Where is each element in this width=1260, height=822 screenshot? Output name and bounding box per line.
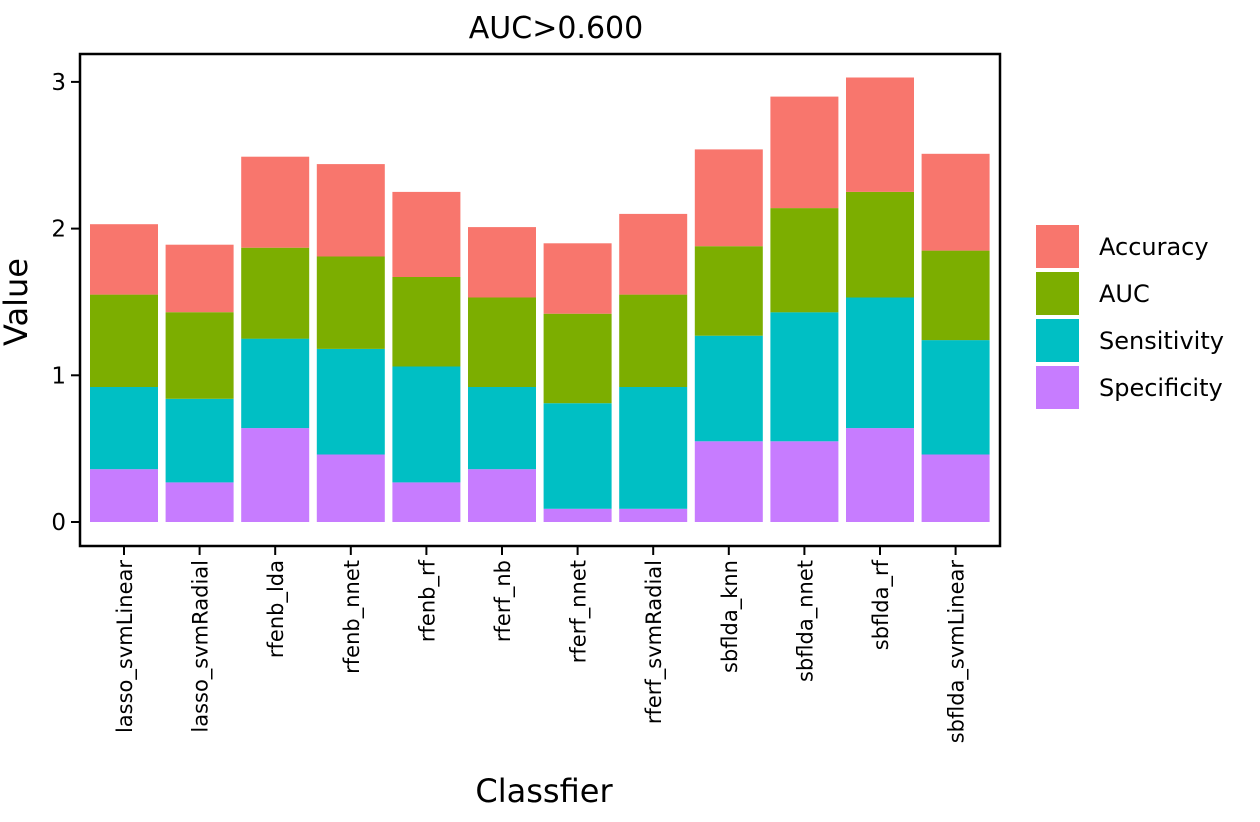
x-axis: lasso_svmLinear lasso_svmRadial rfenb_lda r… xyxy=(113,546,970,743)
bar-specificity-sbflda_knn xyxy=(694,441,763,522)
bar-auc-sbflda_svmLinear xyxy=(921,250,990,341)
bar-specificity-rfenb_lda xyxy=(241,428,310,522)
bar-auc-rferf_nnet xyxy=(543,313,612,404)
bar-accuracy-sbflda_rf xyxy=(846,77,914,192)
y-tick-label: 1 xyxy=(51,363,66,389)
bar-sensitivity-sbflda_knn xyxy=(694,335,763,442)
bar-specificity-sbflda_nnet xyxy=(770,441,839,522)
bar-specificity-lasso_svmLinear xyxy=(90,469,158,522)
bar-accuracy-rfenb_rf xyxy=(392,191,461,277)
bar-accuracy-sbflda_knn xyxy=(694,149,763,247)
legend-swatch-sensitivity xyxy=(1036,319,1079,362)
bars-layer xyxy=(90,77,990,522)
x-tick-label-rferf_svmRadial: rferf_svmRadial xyxy=(642,560,667,724)
bar-auc-rferf_svmRadial xyxy=(619,294,688,387)
legend-label-sensitivity: Sensitivity xyxy=(1099,327,1224,355)
legend-swatch-auc xyxy=(1036,272,1079,315)
y-axis-title: Value xyxy=(0,258,35,346)
bar-specificity-lasso_svmRadial xyxy=(165,482,234,522)
x-tick-label-sbflda_nnet: sbflda_nnet xyxy=(793,560,818,682)
bar-sensitivity-sbflda_rf xyxy=(846,297,914,429)
bar-accuracy-rferf_nb xyxy=(468,227,536,298)
bar-sensitivity-rferf_svmRadial xyxy=(619,387,688,509)
chart-title: AUC>0.600 xyxy=(469,11,643,46)
bar-sensitivity-sbflda_svmLinear xyxy=(921,340,990,455)
bar-sensitivity-rferf_nb xyxy=(468,387,536,470)
bar-auc-sbflda_knn xyxy=(694,246,763,336)
bar-accuracy-rfenb_nnet xyxy=(316,164,385,257)
bar-auc-sbflda_nnet xyxy=(770,208,839,313)
bar-sensitivity-lasso_svmLinear xyxy=(90,387,158,470)
legend-swatch-accuracy xyxy=(1036,225,1079,268)
bar-specificity-sbflda_rf xyxy=(846,428,914,522)
bar-specificity-rfenb_nnet xyxy=(316,454,385,522)
bar-sensitivity-lasso_svmRadial xyxy=(165,398,234,483)
legend-label-accuracy: Accuracy xyxy=(1099,233,1209,261)
bar-auc-lasso_svmRadial xyxy=(165,312,234,399)
bar-sensitivity-sbflda_nnet xyxy=(770,312,839,442)
x-tick-label-rferf_nnet: rferf_nnet xyxy=(567,560,592,663)
bar-accuracy-sbflda_nnet xyxy=(770,96,839,209)
x-tick-label-sbflda_rf: sbflda_rf xyxy=(869,559,894,650)
bar-auc-rfenb_nnet xyxy=(316,256,385,349)
bar-auc-sbflda_rf xyxy=(846,191,914,298)
x-tick-label-rfenb_rf: rfenb_rf xyxy=(415,559,440,642)
x-tick-label-rfenb_lda: rfenb_lda xyxy=(264,560,289,658)
bar-sensitivity-rferf_nnet xyxy=(543,403,612,509)
bar-accuracy-sbflda_svmLinear xyxy=(921,153,990,251)
bar-specificity-rferf_nnet xyxy=(543,508,612,522)
bar-specificity-rferf_svmRadial xyxy=(619,508,688,522)
x-tick-label-lasso_svmRadial: lasso_svmRadial xyxy=(189,560,214,733)
bar-sensitivity-rfenb_rf xyxy=(392,366,461,483)
x-tick-label-rfenb_nnet: rfenb_nnet xyxy=(340,560,365,674)
bar-accuracy-rferf_nnet xyxy=(543,243,612,314)
y-tick-label: 0 xyxy=(51,510,66,536)
bar-accuracy-lasso_svmRadial xyxy=(165,244,234,313)
bar-accuracy-rfenb_lda xyxy=(241,156,310,248)
bar-specificity-rferf_nb xyxy=(468,469,536,522)
plot-frame xyxy=(78,52,1002,548)
bar-sensitivity-rfenb_nnet xyxy=(316,348,385,455)
y-tick-label: 3 xyxy=(51,70,66,96)
x-tick-label-sbflda_knn: sbflda_knn xyxy=(718,560,743,673)
bar-auc-lasso_svmLinear xyxy=(90,294,158,387)
legend: Accuracy AUC Sensitivity Specificity xyxy=(1036,225,1224,409)
bar-accuracy-lasso_svmLinear xyxy=(90,224,158,295)
x-tick-label-rferf_nb: rferf_nb xyxy=(491,560,516,642)
bar-auc-rferf_nb xyxy=(468,297,536,387)
legend-label-auc: AUC xyxy=(1099,280,1150,308)
legend-swatch-specificity xyxy=(1036,366,1079,409)
bar-sensitivity-rfenb_lda xyxy=(241,338,310,429)
x-axis-title: Classfier xyxy=(475,772,613,810)
bar-auc-rfenb_lda xyxy=(241,247,310,339)
bar-specificity-sbflda_svmLinear xyxy=(921,454,990,522)
legend-label-specificity: Specificity xyxy=(1099,374,1223,402)
x-tick-label-sbflda_svmLinear: sbflda_svmLinear xyxy=(945,560,970,744)
bar-auc-rfenb_rf xyxy=(392,277,461,367)
y-tick-label: 2 xyxy=(51,217,66,243)
bar-specificity-rfenb_rf xyxy=(392,482,461,522)
x-tick-label-lasso_svmLinear: lasso_svmLinear xyxy=(113,560,138,733)
bar-accuracy-rferf_svmRadial xyxy=(619,213,688,295)
y-axis: 0 1 2 3 xyxy=(51,70,80,536)
